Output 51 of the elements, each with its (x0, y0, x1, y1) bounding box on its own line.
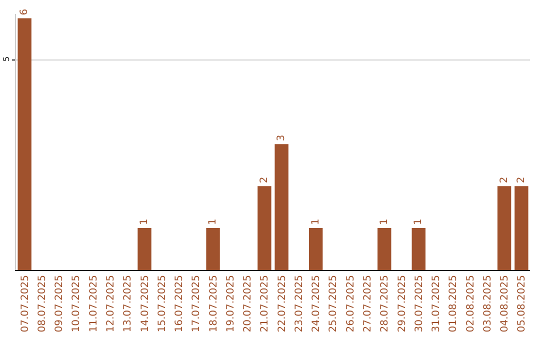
x-tick-label: 18.07.2025 (208, 275, 220, 332)
x-tick-label: 02.08.2025 (465, 275, 476, 332)
data-label: 2 (498, 176, 510, 184)
bar (258, 186, 272, 270)
bar (18, 18, 32, 270)
x-tick-label: 28.07.2025 (380, 275, 391, 332)
x-tick-label: 01.08.2025 (448, 275, 460, 332)
bar (378, 228, 392, 270)
bar (514, 186, 528, 270)
data-label: 3 (276, 134, 288, 142)
x-tick-label: 20.07.2025 (242, 275, 254, 332)
data-label: 1 (208, 218, 219, 226)
bar (497, 186, 512, 270)
x-tick-label: 04.08.2025 (500, 275, 511, 332)
x-tick-label: 09.07.2025 (54, 275, 66, 332)
x-tick-label: 31.07.2025 (431, 275, 442, 332)
x-tick-label: 24.07.2025 (311, 275, 322, 332)
bar (206, 228, 220, 270)
x-tick-label: 21.07.2025 (260, 275, 271, 332)
y-tick-label: 5 (2, 56, 11, 62)
x-tick-label: 17.07.2025 (191, 275, 202, 332)
x-tick-label: 10.07.2025 (71, 275, 82, 332)
x-tick-label: 11.07.2025 (88, 275, 100, 332)
data-label: 6 (19, 8, 30, 16)
x-tick-label: 14.07.2025 (140, 275, 151, 332)
data-label: 1 (413, 218, 424, 226)
x-tick-label: 26.07.2025 (345, 275, 356, 332)
data-label: 2 (258, 176, 270, 184)
x-tick-label: 13.07.2025 (122, 275, 134, 332)
x-tick-label: 25.07.2025 (328, 275, 340, 332)
data-label: 1 (378, 218, 390, 226)
x-tick-label: 03.08.2025 (482, 275, 494, 332)
x-tick-label: 27.07.2025 (362, 275, 374, 332)
x-tick-label: 07.07.2025 (20, 275, 31, 332)
x-tick-label: 15.07.2025 (156, 275, 168, 332)
x-tick-label: 08.07.2025 (36, 275, 48, 332)
x-tick-label: 22.07.2025 (276, 275, 288, 332)
x-tick-label: 19.07.2025 (225, 275, 236, 332)
x-tick-label: 29.07.2025 (396, 275, 408, 332)
data-label: 2 (516, 176, 527, 184)
bar (308, 228, 323, 270)
data-label: 1 (310, 218, 322, 226)
bar (274, 144, 288, 270)
bar (412, 228, 426, 270)
bar (138, 228, 152, 270)
x-tick-label: 05.08.2025 (516, 275, 528, 332)
x-tick-label: 12.07.2025 (105, 275, 116, 332)
data-label: 1 (139, 218, 150, 226)
x-tick-label: 23.07.2025 (294, 275, 305, 332)
x-tick-label: 16.07.2025 (174, 275, 186, 332)
x-tick-label: 30.07.2025 (414, 275, 425, 332)
